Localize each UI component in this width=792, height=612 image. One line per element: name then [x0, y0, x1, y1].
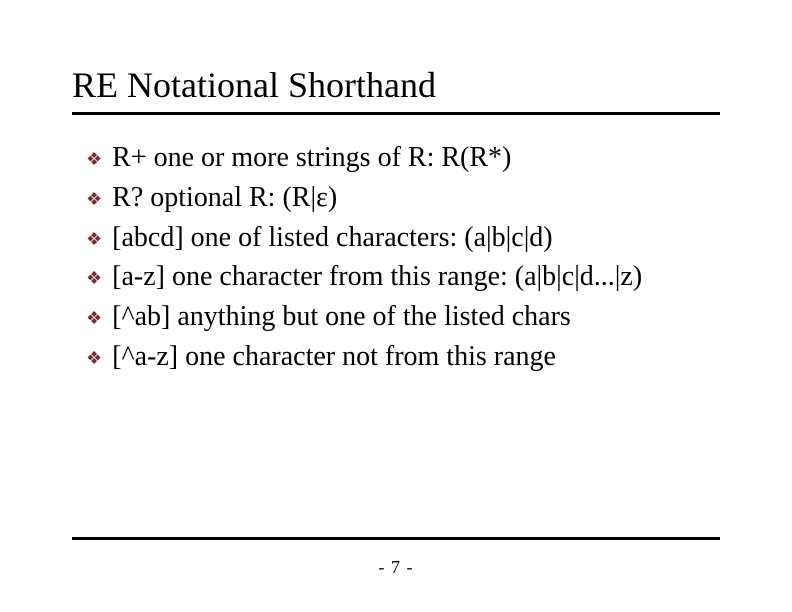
diamond-bullet-icon: ❖	[86, 227, 102, 251]
diamond-bullet-icon: ❖	[86, 266, 102, 290]
bullet-text: [^ab] anything but one of the listed cha…	[112, 298, 720, 336]
list-item: ❖ R? optional R: (R|ε)	[86, 179, 720, 217]
bullet-text: [^a-z] one character not from this range	[112, 338, 720, 376]
slide: RE Notational Shorthand ❖ R+ one or more…	[0, 0, 792, 612]
bullet-text: R+ one or more strings of R: R(R*)	[112, 139, 720, 177]
diamond-bullet-icon: ❖	[86, 147, 102, 171]
page-number: - 7 -	[0, 557, 792, 578]
list-item: ❖ [^ab] anything but one of the listed c…	[86, 298, 720, 336]
footer-rule	[72, 537, 720, 540]
slide-title: RE Notational Shorthand	[72, 64, 720, 115]
bullet-text: [a-z] one character from this range: (a|…	[112, 258, 720, 296]
bullet-list: ❖ R+ one or more strings of R: R(R*) ❖ R…	[72, 139, 720, 376]
diamond-bullet-icon: ❖	[86, 306, 102, 330]
bullet-text: R? optional R: (R|ε)	[112, 179, 720, 217]
list-item: ❖ [a-z] one character from this range: (…	[86, 258, 720, 296]
diamond-bullet-icon: ❖	[86, 346, 102, 370]
diamond-bullet-icon: ❖	[86, 187, 102, 211]
list-item: ❖ R+ one or more strings of R: R(R*)	[86, 139, 720, 177]
bullet-text: [abcd] one of listed characters: (a|b|c|…	[112, 219, 720, 257]
list-item: ❖ [abcd] one of listed characters: (a|b|…	[86, 219, 720, 257]
list-item: ❖ [^a-z] one character not from this ran…	[86, 338, 720, 376]
